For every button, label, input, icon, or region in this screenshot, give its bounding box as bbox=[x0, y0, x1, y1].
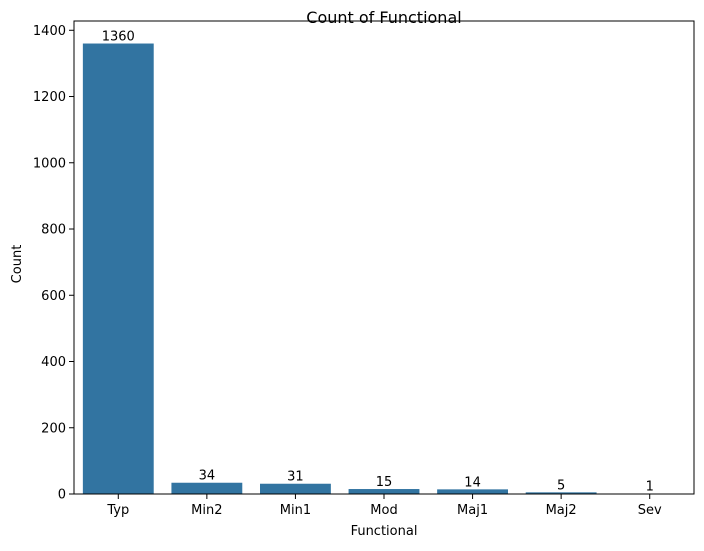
y-tick-label: 1400 bbox=[33, 24, 66, 39]
y-tick-label: 0 bbox=[58, 488, 66, 503]
bar-value-label: 34 bbox=[199, 469, 216, 484]
y-tick-label: 800 bbox=[41, 223, 66, 238]
y-axis-ticks: 0 200 400 600 800 1000 1200 1400 bbox=[33, 24, 74, 503]
bar-value-label: 1 bbox=[646, 480, 654, 495]
y-tick-label: 600 bbox=[41, 289, 66, 304]
x-axis-label: Functional bbox=[351, 524, 418, 539]
chart-title: Count of Functional bbox=[306, 8, 461, 27]
bar-value-label: 15 bbox=[376, 475, 393, 490]
bar-value-label: 1360 bbox=[102, 30, 135, 45]
y-axis-label: Count bbox=[10, 245, 25, 284]
x-tick-label: Typ bbox=[106, 503, 129, 518]
y-tick-label: 1000 bbox=[33, 156, 66, 171]
bar bbox=[260, 484, 331, 494]
x-tick-label: Maj1 bbox=[457, 503, 488, 518]
bar-value-label: 14 bbox=[464, 475, 481, 490]
y-tick-label: 1200 bbox=[33, 90, 66, 105]
bar bbox=[83, 44, 154, 494]
y-tick-label: 400 bbox=[41, 355, 66, 370]
bar-value-label: 5 bbox=[557, 478, 565, 493]
bars-group bbox=[83, 44, 685, 494]
x-axis-ticks: Typ Min2 Min1 Mod Maj1 Maj2 Sev bbox=[106, 494, 662, 518]
x-tick-label: Maj2 bbox=[546, 503, 577, 518]
x-tick-label: Min1 bbox=[280, 503, 311, 518]
plot-frame bbox=[74, 21, 694, 494]
bar-value-label: 31 bbox=[287, 470, 304, 485]
bar-labels-group: 1360 34 31 15 14 5 1 bbox=[102, 30, 654, 495]
y-tick-label: 200 bbox=[41, 421, 66, 436]
bar bbox=[171, 483, 242, 494]
x-tick-label: Min2 bbox=[191, 503, 222, 518]
x-tick-label: Mod bbox=[370, 503, 397, 518]
x-tick-label: Sev bbox=[638, 503, 662, 518]
